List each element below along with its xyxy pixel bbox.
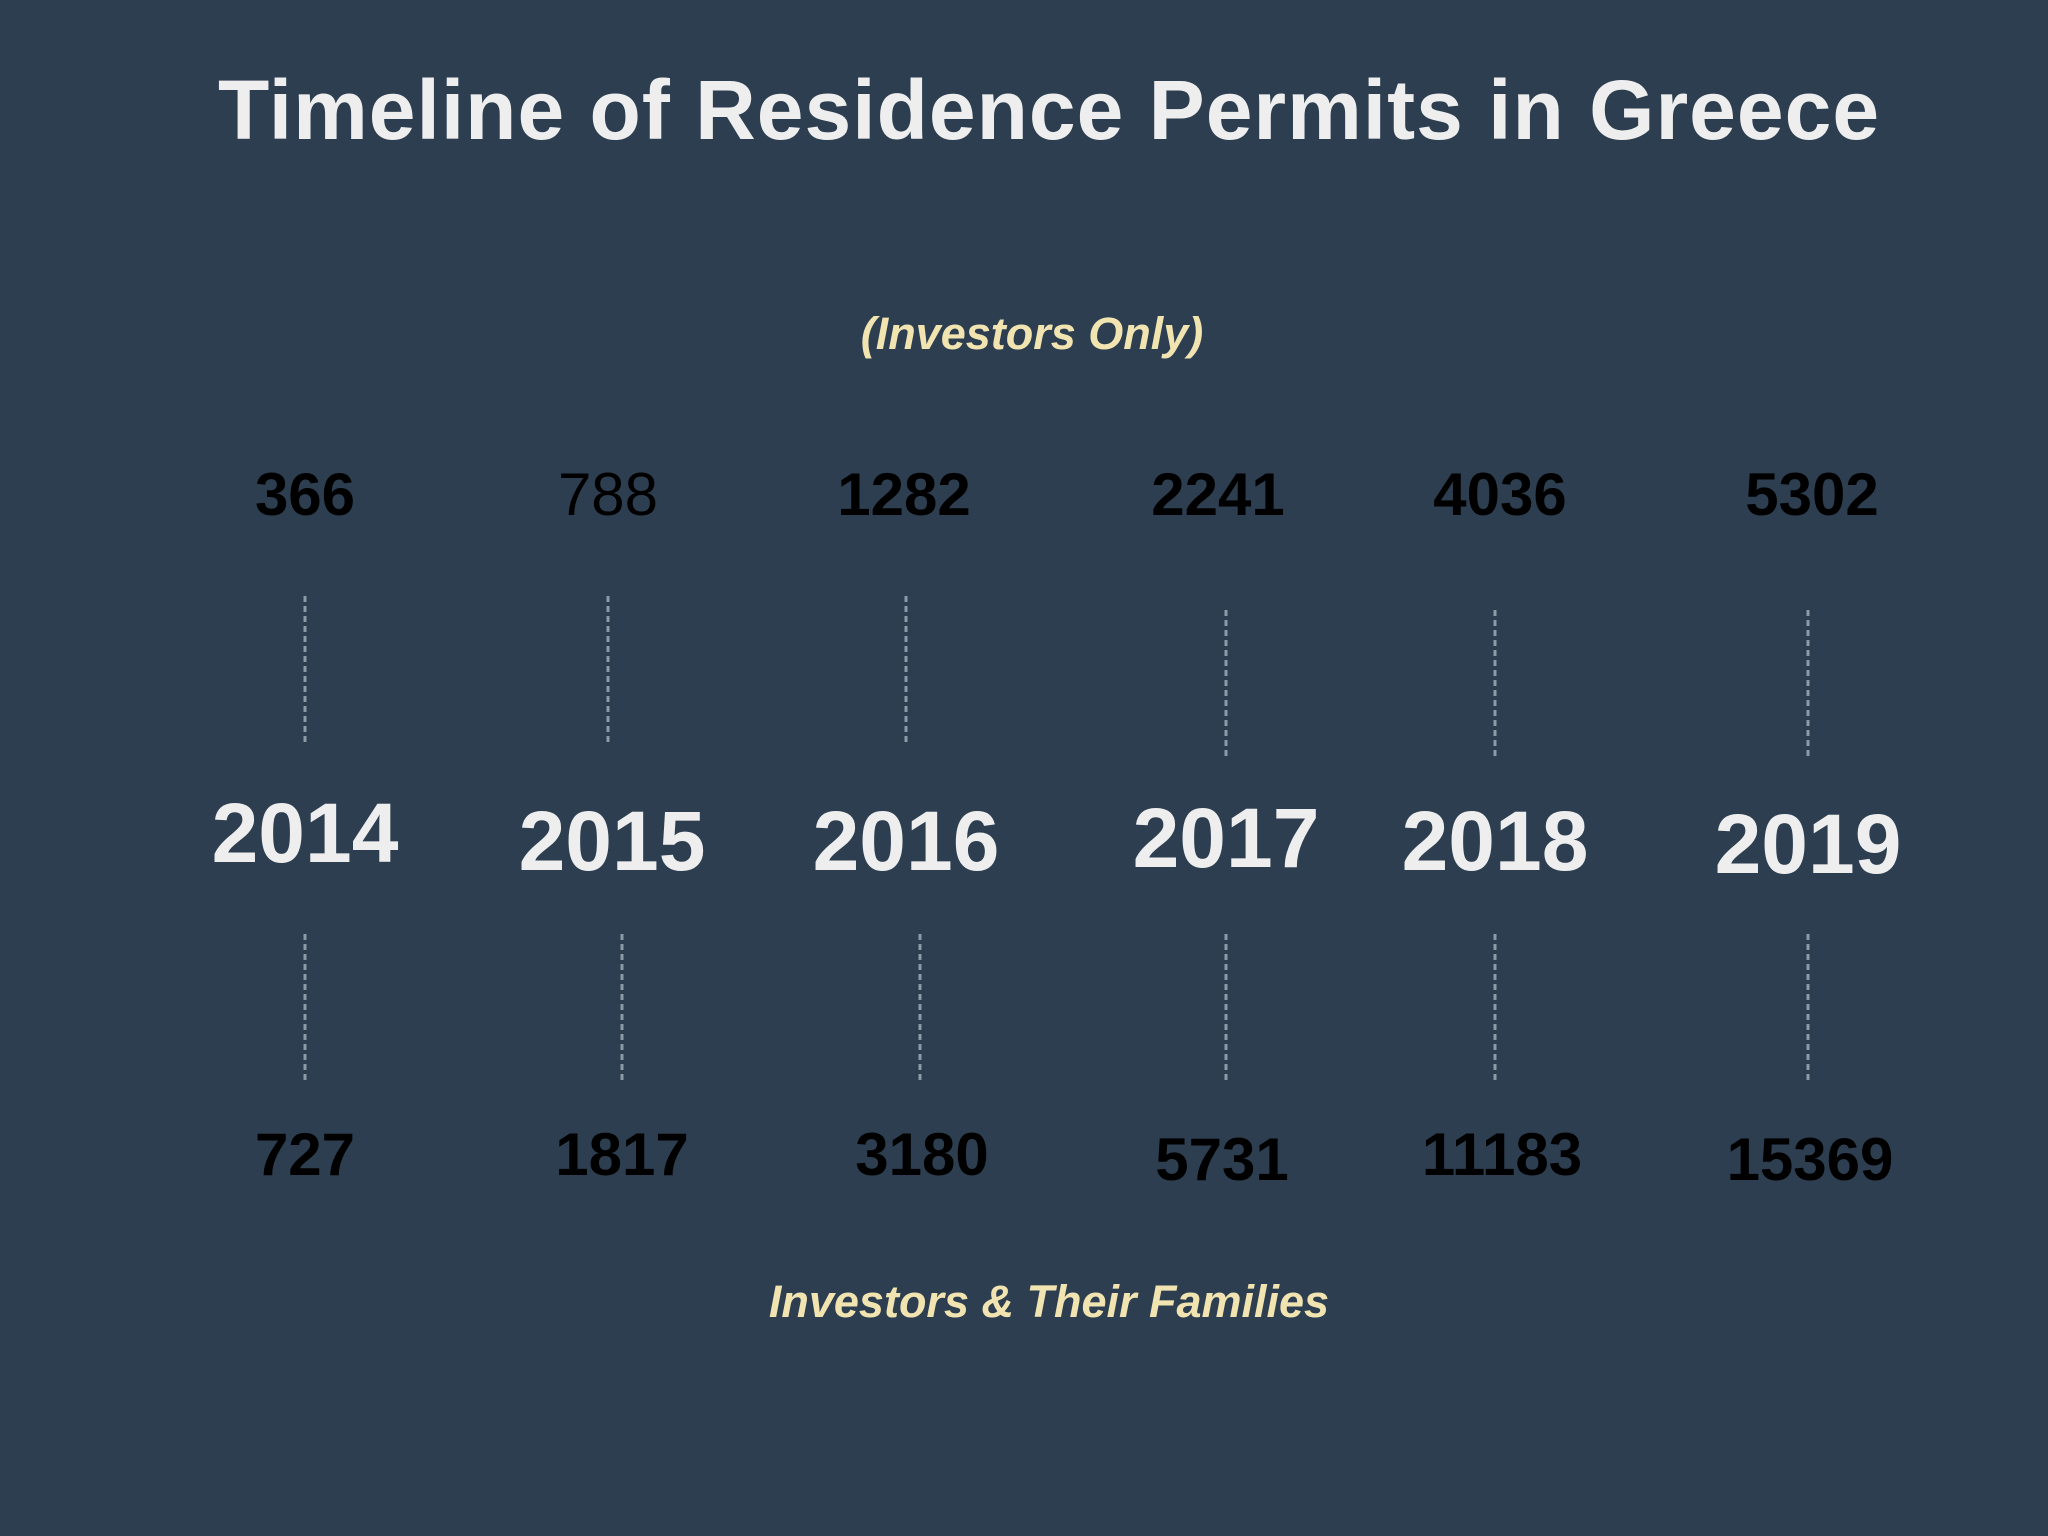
investors-only-value-2018: 4036 [1433,461,1566,528]
year-label-2016: 2016 [813,794,1000,888]
investors-only-value-2016: 1282 [837,461,970,528]
year-label-2019: 2019 [1715,797,1902,891]
investors-only-value-2015: 788 [558,461,658,528]
investors-families-value-2018: 11183 [1422,1121,1582,1188]
chart-title: Timeline of Residence Permits in Greece [217,63,1881,157]
year-label-2017: 2017 [1133,791,1320,885]
year-label-2015: 2015 [519,794,706,888]
investors-only-value-2014: 366 [255,461,355,528]
investors-families-value-2014: 727 [255,1121,355,1188]
investors-only-value-2019: 5302 [1745,461,1878,528]
investors-families-value-2017: 5731 [1155,1126,1288,1193]
investors-families-value-2019: 15369 [1727,1126,1894,1193]
investors-families-label: Investors & Their Families [768,1276,1330,1327]
investors-only-value-2017: 2241 [1151,461,1284,528]
investors-only-label: (Investors Only) [860,308,1204,359]
year-label-2014: 2014 [212,786,399,880]
investors-families-value-2016: 3180 [855,1121,988,1188]
year-label-2018: 2018 [1402,794,1589,888]
investors-families-value-2015: 1817 [555,1121,688,1188]
